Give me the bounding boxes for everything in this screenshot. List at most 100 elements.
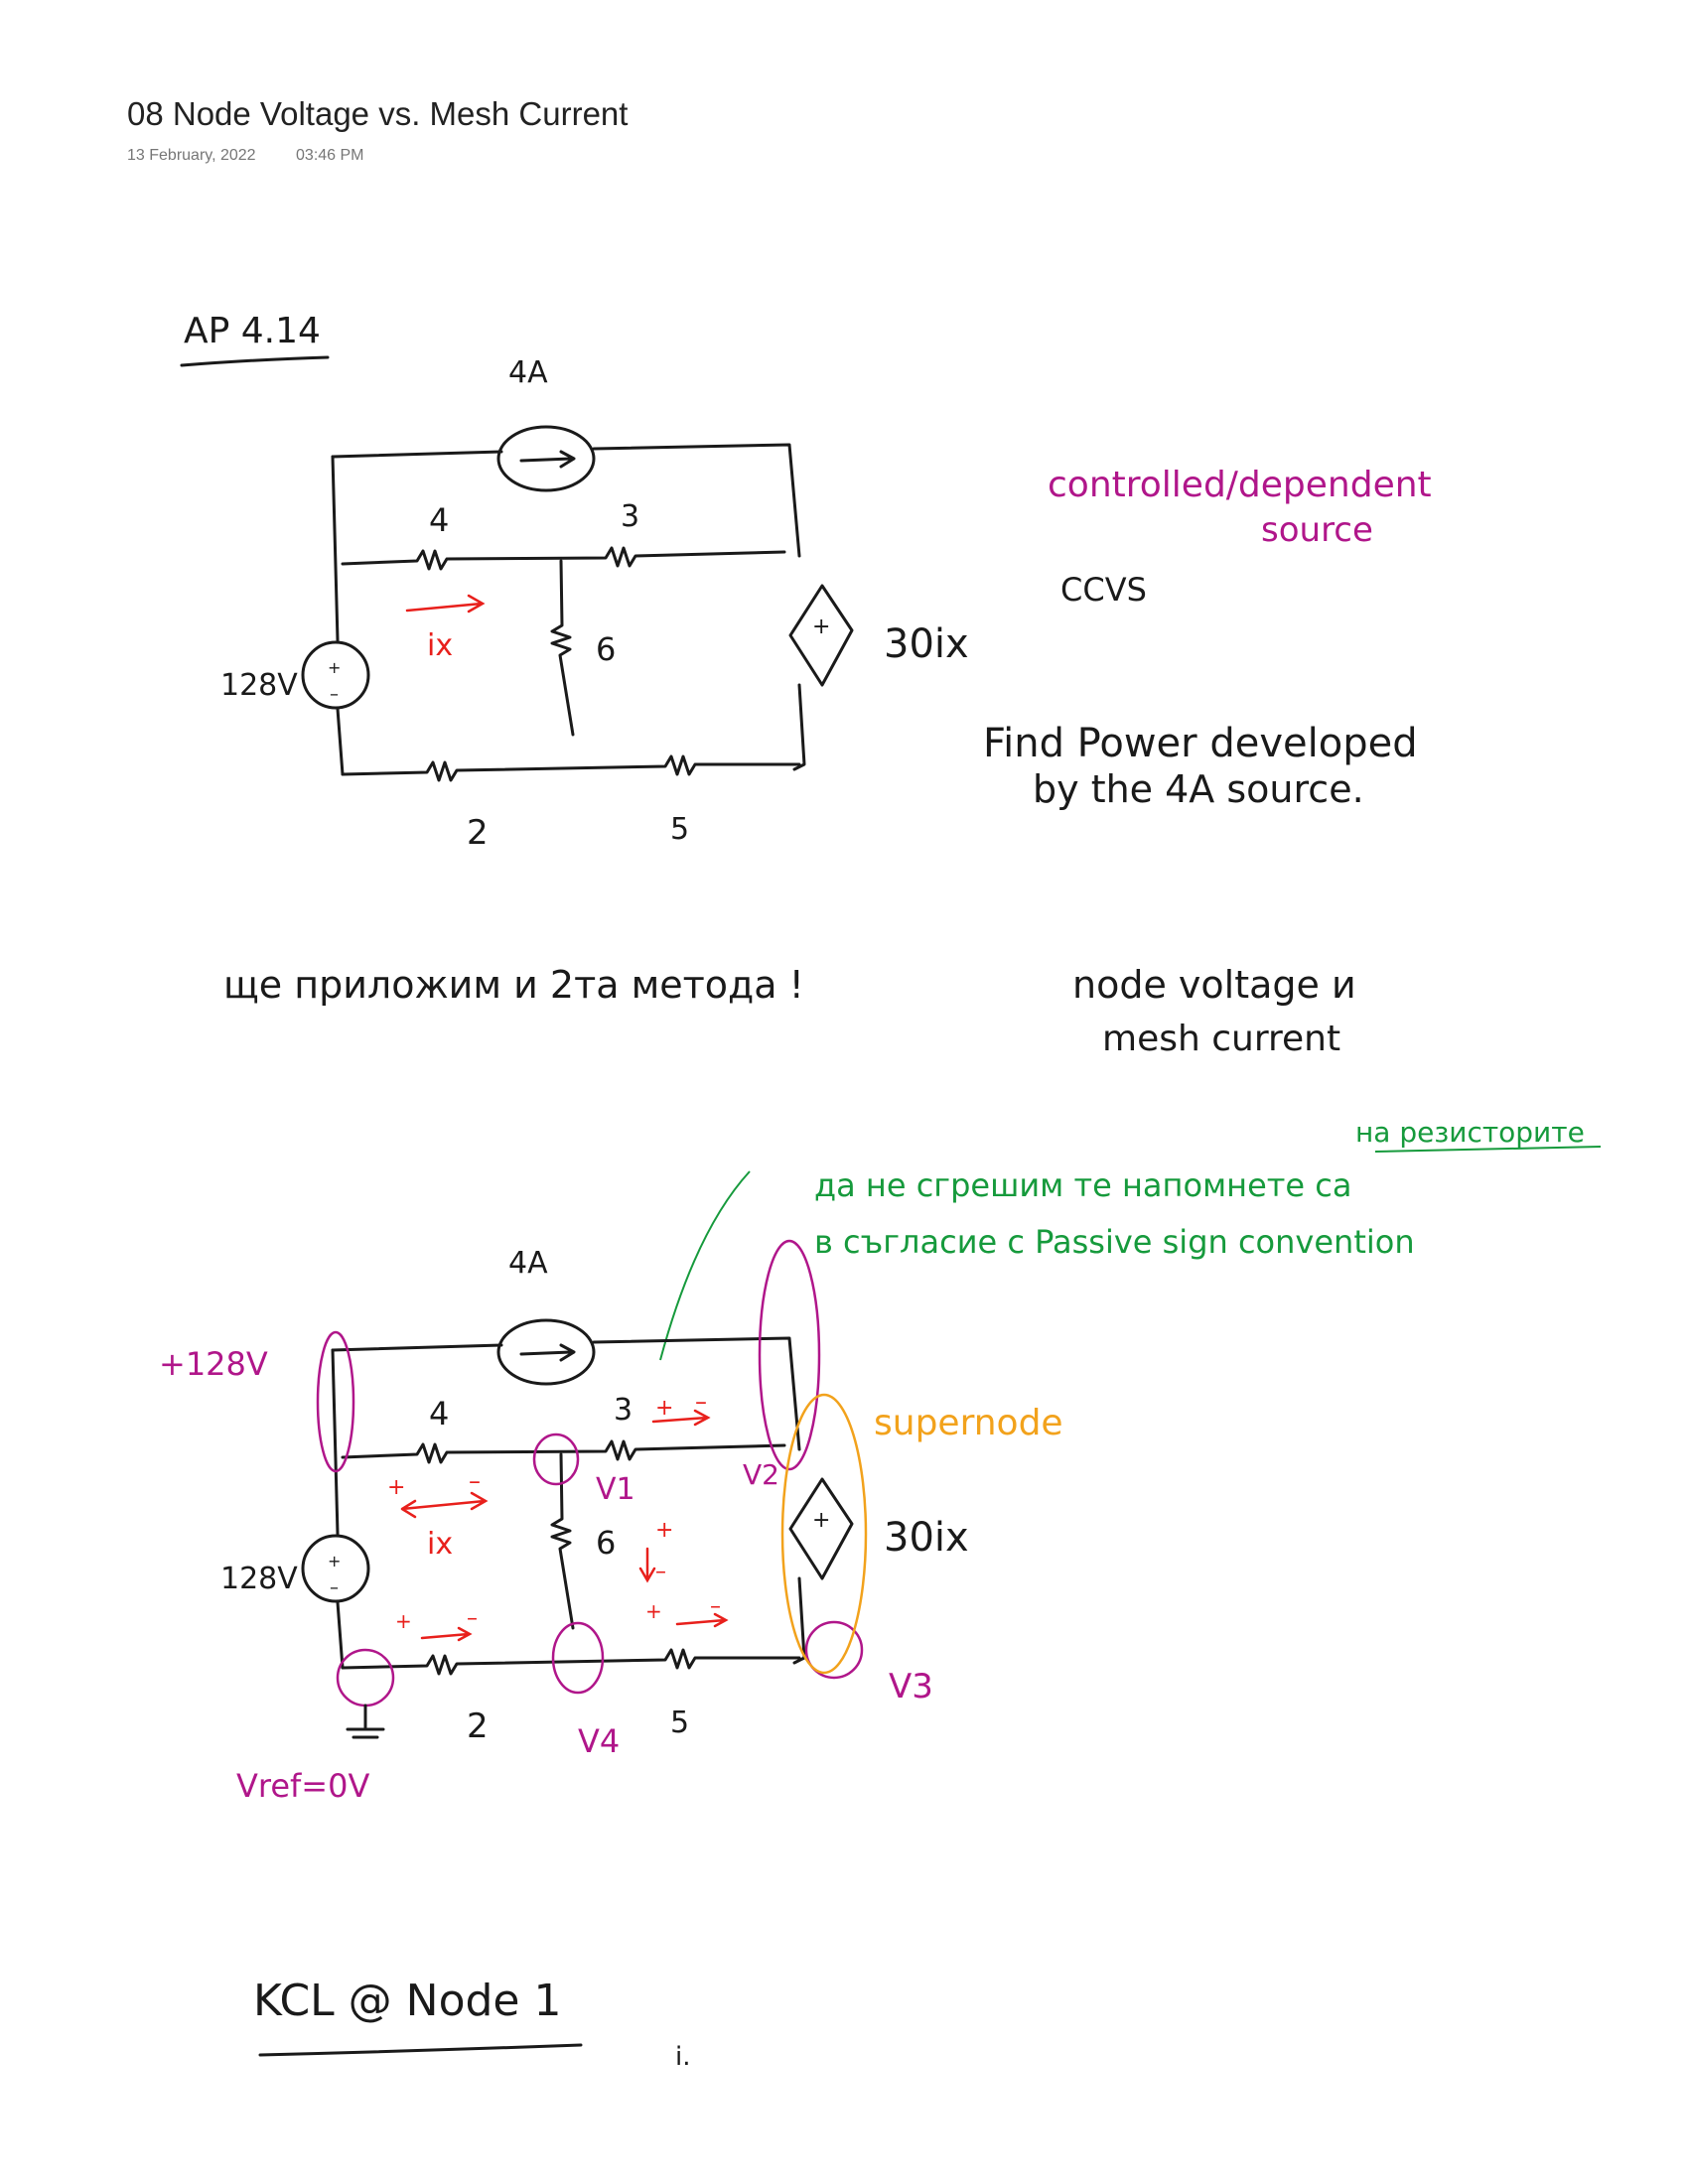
note-source: source <box>1261 510 1373 550</box>
r2-plus: + <box>395 1609 412 1633</box>
r6-plus: + <box>655 1518 673 1543</box>
resistor2-6 <box>550 1452 575 1630</box>
resistor-3-label: 3 <box>621 499 639 534</box>
node-v1-circle <box>532 1433 580 1486</box>
r6-minus: – <box>655 1560 666 1584</box>
node-v2-circle <box>758 1239 821 1471</box>
dependent-source-label: 30ix <box>884 621 969 667</box>
page-header: 08 Node Voltage vs. Mesh Current 13 Febr… <box>127 95 628 165</box>
r5-minus: – <box>710 1594 721 1619</box>
current-arrow-icon-2 <box>519 1343 576 1362</box>
source-current-label-2: 4A <box>508 1246 548 1281</box>
plus-128v-label: +128V <box>159 1345 268 1383</box>
vs2-plus: + <box>328 1552 341 1570</box>
vs2-minus: – <box>330 1577 339 1598</box>
r5-plus: + <box>645 1599 662 1623</box>
node-128v-circle <box>316 1330 355 1473</box>
circuit-1: AP 4.14 4A + – 128V 4 3 6 ix + 30ix 2 5 <box>180 311 969 853</box>
note-bulgarian: ще приложим и 2та метода ! <box>223 963 804 1007</box>
wire-bottom-resistors <box>341 754 801 782</box>
r2-arrow-icon <box>420 1626 473 1642</box>
node-ref-circle <box>336 1648 395 1707</box>
dep-plus: + <box>812 614 830 639</box>
wire2-top-left <box>331 1343 503 1352</box>
resistor-6 <box>550 559 575 737</box>
v4-label: V4 <box>578 1722 620 1760</box>
resistor-6-label: 6 <box>596 630 616 668</box>
page-time: 03:46 PM <box>296 147 364 164</box>
wire2-top-right <box>592 1336 801 1451</box>
note-find-line2: by the 4A source. <box>1033 767 1364 811</box>
wire2-middle-resistors <box>341 1439 786 1464</box>
node-v3-circle <box>804 1620 864 1680</box>
resistor2-4-label: 4 <box>429 1395 449 1433</box>
r3-plus: + <box>655 1396 673 1421</box>
resistor-2-label: 2 <box>467 813 489 853</box>
wire-right-lower <box>792 683 806 771</box>
green-pointer-line <box>659 1170 751 1361</box>
ix-arrow-icon <box>405 594 486 614</box>
v3-label: V3 <box>889 1667 933 1706</box>
green-note-line1: да не сгрешим те напомнете са <box>814 1166 1351 1204</box>
node-v4-circle <box>551 1621 605 1695</box>
wire2-left-lower <box>336 1600 345 1670</box>
wire-left-lower <box>336 707 345 776</box>
ix2-arrow-icon <box>400 1491 489 1519</box>
vref-label: Vref=0V <box>236 1767 369 1805</box>
vs-minus: – <box>330 684 339 705</box>
current-source-4a-icon <box>496 425 596 492</box>
note-controlled: controlled/dependent <box>1048 465 1432 505</box>
problem-label-underline <box>180 355 330 367</box>
resistor2-5-label: 5 <box>670 1706 689 1740</box>
note-ccvs: CCVS <box>1060 571 1147 609</box>
source-current-label: 4A <box>508 355 548 390</box>
page-meta: 13 February, 2022 03:46 PM <box>127 147 628 165</box>
green-note-top-underline <box>1374 1146 1602 1153</box>
wire2-left-upper <box>331 1348 340 1536</box>
r3-arrow-icon <box>651 1409 711 1427</box>
r4-minus: – <box>469 1467 481 1495</box>
green-note-line2: в съгласие с Passive sign convention <box>814 1223 1415 1261</box>
kcl-trailing: i. <box>675 2042 691 2072</box>
wire-middle-resistors <box>341 546 786 571</box>
wire-top-right <box>592 443 801 558</box>
green-note: на резисторите да не сгрешим те напомнет… <box>659 1116 1602 1361</box>
page-title: 08 Node Voltage vs. Mesh Current <box>127 95 629 132</box>
resistor2-2-label: 2 <box>467 1706 489 1746</box>
wire-left-upper <box>331 455 340 642</box>
voltage-source-label: 128V <box>220 668 298 703</box>
kcl-underline <box>258 2043 583 2057</box>
dependent-source-icon-2 <box>788 1477 854 1580</box>
dep2-plus: + <box>812 1508 830 1533</box>
resistor-4-label: 4 <box>429 501 449 539</box>
wire2-right-lower <box>792 1576 806 1665</box>
voltage-source-128v-icon <box>301 640 370 710</box>
note-methods-line1: node voltage и <box>1072 963 1356 1007</box>
r3-minus: – <box>695 1388 707 1416</box>
current-arrow-icon <box>519 450 576 469</box>
r2-minus: – <box>467 1606 478 1631</box>
kcl-label: KCL @ Node 1 <box>253 1976 561 2026</box>
supernode-outline <box>780 1393 868 1675</box>
current-source-4a-icon-2 <box>496 1318 596 1386</box>
green-note-top: на резисторите <box>1355 1116 1585 1149</box>
note-find-line1: Find Power developed <box>983 721 1418 766</box>
resistor2-6-label: 6 <box>596 1524 616 1562</box>
v1-label: V1 <box>596 1472 635 1507</box>
ix-label: ix <box>427 628 453 663</box>
page-date: 13 February, 2022 <box>127 147 256 164</box>
voltage-source-128v-icon-2 <box>301 1534 370 1603</box>
v2-label: V2 <box>743 1458 779 1491</box>
ground-icon <box>346 1704 385 1739</box>
supernode-label: supernode <box>874 1403 1063 1443</box>
note-methods-line2: mesh current <box>1102 1019 1340 1059</box>
dependent-source-icon <box>788 584 854 687</box>
kcl-section: KCL @ Node 1 i. <box>253 1976 691 2072</box>
voltage-source-label-2: 128V <box>220 1562 298 1596</box>
dependent-source-label-2: 30ix <box>884 1515 969 1561</box>
problem-label: AP 4.14 <box>184 311 321 351</box>
circuit-2: +128V 4A + – 128V 4 3 + – 6 + – + – ix +… <box>159 1239 1063 1805</box>
r4-plus: + <box>387 1475 405 1500</box>
r5-arrow-icon <box>675 1612 729 1628</box>
